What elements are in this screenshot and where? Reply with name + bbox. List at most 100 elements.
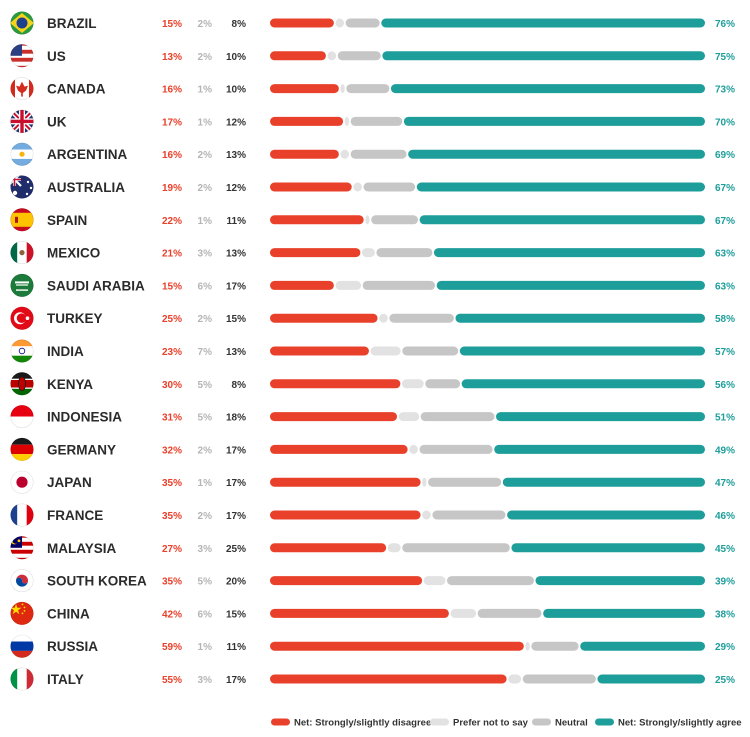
chart-legend: Net: Strongly/slightly disagree Prefer no… [271,718,742,729]
bar-agree [535,576,705,586]
bar-disagree [270,313,378,323]
bar-agree [502,477,705,487]
disagree-value: 30% [162,380,182,391]
country-label: INDIA [47,344,84,359]
bar-prefer-not [379,313,388,323]
bar-prefer-not [370,346,401,356]
neutral-value: 17% [226,478,246,489]
disagree-value: 55% [162,675,182,686]
bar-agree [433,248,705,258]
disagree-value: 13% [162,52,182,63]
bar-prefer-not [353,182,362,192]
prefer-not-value: 3% [198,544,213,555]
country-label: ITALY [47,672,84,687]
neutral-value: 17% [226,281,246,292]
country-label: UK [47,114,67,129]
bar-prefer-not [387,543,401,553]
bar-disagree [270,116,344,126]
neutral-value: 10% [226,85,246,96]
bar-agree [496,412,705,422]
neutral-value: 17% [226,445,246,456]
bar-agree [494,444,705,454]
bar-disagree [270,18,334,28]
bar-neutral [402,543,510,553]
country-label: KENYA [47,377,93,392]
agree-value: 29% [715,642,735,653]
disagree-value: 19% [162,183,182,194]
row-france: FRANCE 35% 2% 17% 46% [10,503,735,527]
bar-disagree [270,379,401,389]
bar-disagree [270,346,369,356]
disagree-value: 25% [162,314,182,325]
flag-france-icon [10,503,34,527]
neutral-value: 17% [226,675,246,686]
bar-agree [390,84,705,94]
row-canada: CANADA 16% 1% 10% 73% [10,77,735,101]
prefer-not-value: 1% [198,216,213,227]
flag-italy-icon [10,667,34,691]
agree-value: 47% [715,478,735,489]
disagree-value: 16% [162,150,182,161]
legend-swatch [532,718,551,726]
neutral-value: 17% [226,511,246,522]
disagree-value: 15% [162,19,182,30]
neutral-value: 8% [232,380,247,391]
row-australia: AUSTRALIA 19% 2% 12% 67% [10,175,735,199]
neutral-value: 8% [232,19,247,30]
neutral-value: 20% [226,577,246,588]
bar-disagree [270,51,326,61]
country-label: FRANCE [47,508,103,523]
flag-canada-icon [10,77,34,101]
bar-prefer-not [422,477,427,487]
bar-prefer-not [340,84,345,94]
bar-prefer-not [450,608,477,618]
agree-value: 67% [715,216,735,227]
bar-agree [461,379,705,389]
bar-agree [459,346,705,356]
flag-saudi-arabia-icon [10,273,34,297]
prefer-not-value: 7% [198,347,213,358]
flag-kenya-icon [10,372,34,396]
agree-value: 57% [715,347,735,358]
country-label: TURKEY [47,311,103,326]
row-italy: ITALY 55% 3% 17% 25% [10,667,735,691]
neutral-value: 15% [226,609,246,620]
bar-disagree [270,182,352,192]
bar-prefer-not [398,412,420,422]
row-india: INDIA 23% 7% 13% 57% [10,339,735,363]
flag-japan-icon [10,470,34,494]
legend-item-agree: Net: Strongly/slightly agree [595,718,742,729]
prefer-not-value: 2% [198,19,213,30]
bar-neutral [376,248,433,258]
bar-neutral [420,412,495,422]
legend-label: Net: Strongly/slightly disagree [294,718,431,729]
neutral-value: 11% [227,642,247,653]
prefer-not-value: 3% [198,675,213,686]
flag-uk-icon [10,109,34,133]
agree-value: 51% [715,413,735,424]
row-malaysia: MALAYSIA 27% 3% 25% 45% [10,536,735,560]
row-spain: SPAIN 22% 1% 11% 67% [10,208,735,232]
bar-neutral [419,444,493,454]
prefer-not-value: 5% [198,413,213,424]
bar-disagree [270,248,361,258]
country-label: BRAZIL [47,16,97,31]
bar-disagree [270,576,423,586]
bar-agree [382,51,705,61]
flag-indonesia-icon [10,405,34,429]
bar-disagree [270,444,408,454]
disagree-value: 42% [162,609,182,620]
bar-neutral [350,116,403,126]
legend-item-disagree: Net: Strongly/slightly disagree [271,718,431,729]
disagree-value: 17% [162,117,182,128]
bar-agree [381,18,705,28]
disagree-value: 31% [162,413,182,424]
bar-prefer-not [361,248,375,258]
bar-neutral [432,510,506,520]
bar-disagree [270,608,449,618]
bar-prefer-not [327,51,337,61]
row-kenya: KENYA 30% 5% 8% 56% [10,372,735,396]
bar-neutral [402,346,459,356]
neutral-value: 25% [226,544,246,555]
bar-neutral [346,84,390,94]
